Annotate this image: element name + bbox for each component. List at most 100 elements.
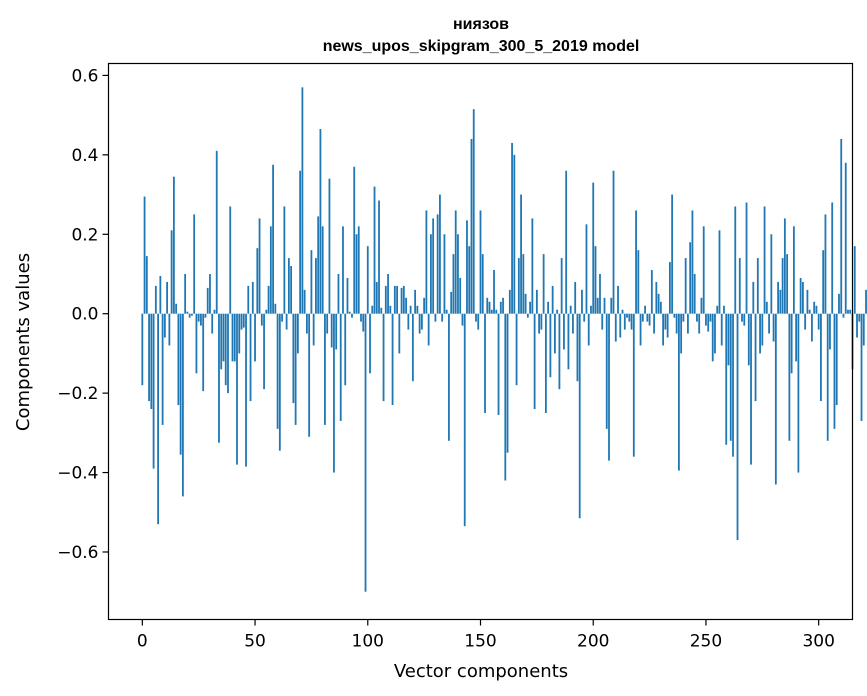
bar xyxy=(154,285,157,314)
bar xyxy=(657,293,660,314)
bar xyxy=(260,313,263,326)
bar xyxy=(504,313,507,481)
bar xyxy=(511,142,513,314)
bar xyxy=(835,313,838,406)
bar xyxy=(678,313,680,471)
bar xyxy=(725,313,728,445)
bar xyxy=(188,313,191,318)
bar xyxy=(655,281,658,314)
bar xyxy=(506,313,509,453)
bar xyxy=(865,289,867,314)
bar xyxy=(459,277,462,314)
bar xyxy=(802,281,804,314)
bar xyxy=(768,313,770,334)
bar xyxy=(387,273,389,314)
bar xyxy=(152,313,155,469)
bar xyxy=(628,313,631,322)
bar xyxy=(524,293,527,314)
bar xyxy=(849,309,852,314)
bar xyxy=(416,305,419,314)
bar xyxy=(177,313,180,406)
bar xyxy=(813,301,816,314)
bar xyxy=(145,256,148,314)
bar xyxy=(202,313,205,392)
bar xyxy=(747,313,750,366)
bar xyxy=(148,313,150,402)
bar xyxy=(743,313,746,326)
bar xyxy=(213,309,216,314)
bar xyxy=(195,313,198,374)
bar xyxy=(292,313,295,404)
bar xyxy=(420,313,423,330)
bar xyxy=(619,313,622,338)
x-axis-ticks: 0 50 100 150 200 250 300 xyxy=(137,619,835,652)
bar xyxy=(774,313,777,485)
bar xyxy=(215,150,218,314)
bar xyxy=(175,303,178,314)
bar xyxy=(393,285,396,314)
bar xyxy=(285,313,288,330)
y-tick-label: 0.0 xyxy=(71,305,98,325)
bar xyxy=(664,313,667,330)
bar xyxy=(193,214,196,314)
bar xyxy=(457,234,459,314)
bar xyxy=(326,313,329,334)
bar xyxy=(493,270,495,314)
bar xyxy=(531,218,534,314)
bar xyxy=(163,313,166,338)
bar xyxy=(495,309,498,314)
bar xyxy=(804,313,807,330)
bar xyxy=(475,313,477,322)
bar xyxy=(820,313,822,402)
bar xyxy=(770,234,773,314)
bar xyxy=(240,313,243,330)
bar xyxy=(378,200,380,314)
bar xyxy=(204,313,207,318)
bar xyxy=(732,313,734,457)
bar xyxy=(563,313,565,350)
bar xyxy=(166,281,169,314)
bar xyxy=(635,210,637,314)
bar xyxy=(795,313,798,362)
bar xyxy=(736,313,739,541)
bar xyxy=(211,313,214,334)
bar xyxy=(826,313,829,441)
bar xyxy=(466,220,468,314)
bar xyxy=(653,313,655,334)
bar xyxy=(283,206,286,314)
bar xyxy=(333,313,335,473)
bar xyxy=(402,285,405,314)
bar xyxy=(398,313,401,354)
bar xyxy=(236,313,238,465)
bar xyxy=(806,289,809,314)
bar xyxy=(829,313,831,350)
bar xyxy=(197,313,200,322)
bar xyxy=(245,313,247,467)
bar xyxy=(720,313,723,346)
bar xyxy=(400,287,403,314)
x-tick-label: 0 xyxy=(137,632,148,652)
bar xyxy=(290,266,293,314)
bar xyxy=(754,313,757,402)
bar xyxy=(856,313,858,338)
bar xyxy=(797,313,800,473)
bar xyxy=(542,254,545,314)
bar xyxy=(711,313,714,362)
bar xyxy=(143,196,146,314)
bar xyxy=(792,226,795,314)
bar xyxy=(741,313,743,322)
bar xyxy=(441,313,444,322)
bar xyxy=(448,313,450,441)
bar xyxy=(779,289,782,314)
bar xyxy=(822,250,825,314)
bar xyxy=(860,313,863,421)
bar xyxy=(540,313,543,330)
bar xyxy=(621,309,624,314)
bar xyxy=(224,313,227,386)
bar xyxy=(477,313,480,330)
x-tick-label: 300 xyxy=(802,632,834,652)
bar xyxy=(603,297,606,314)
bar xyxy=(718,230,721,314)
bar xyxy=(646,313,649,322)
bar xyxy=(382,313,385,402)
